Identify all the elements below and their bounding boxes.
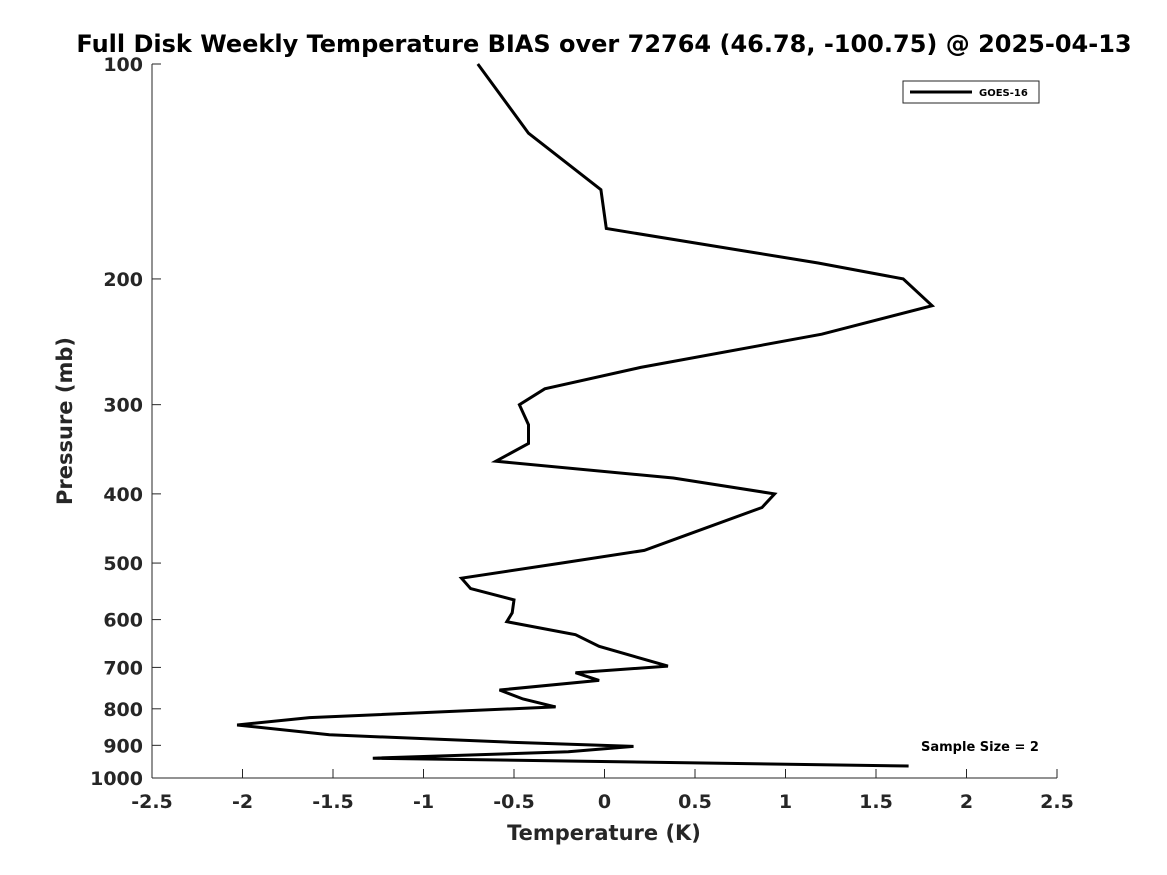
y-tick-label: 100 <box>103 54 143 76</box>
y-axis-label: Pressure (mb) <box>53 337 77 505</box>
x-tick-label: 2 <box>960 791 973 813</box>
x-tick-label: -0.5 <box>493 791 535 813</box>
y-axis-ticks: 100 200 300 400 500 600 700 800 900 1000 <box>90 54 161 790</box>
legend: GOES-16 <box>902 80 1040 104</box>
x-tick-label: -2 <box>232 791 253 813</box>
x-axis-label: Temperature (K) <box>507 821 701 845</box>
x-tick-label: 1 <box>779 791 792 813</box>
y-tick-label: 600 <box>103 610 143 632</box>
y-tick-label: 400 <box>103 484 143 506</box>
y-tick-label: 1000 <box>90 768 143 790</box>
chart-title: Full Disk Weekly Temperature BIAS over 7… <box>76 30 1131 58</box>
y-tick-label: 200 <box>103 269 143 291</box>
sample-size-annotation: Sample Size = 2 <box>921 740 1039 755</box>
y-tick-label: 700 <box>103 657 143 679</box>
series-line-goes-16 <box>236 63 936 768</box>
y-tick-label: 800 <box>103 699 143 721</box>
x-tick-label: -1.5 <box>312 791 354 813</box>
series-layer <box>236 63 936 768</box>
y-tick-label: 500 <box>103 553 143 575</box>
x-tick-label: -2.5 <box>131 791 173 813</box>
x-tick-label: 0 <box>598 791 611 813</box>
x-axis-ticks: -2.5 -2 -1.5 -1 -0.5 0 0.5 1 1.5 2 2.5 <box>131 769 1074 813</box>
x-tick-label: 0.5 <box>678 791 712 813</box>
x-tick-label: 1.5 <box>859 791 893 813</box>
legend-label-goes-16: GOES-16 <box>979 88 1028 99</box>
x-tick-label: -1 <box>413 791 434 813</box>
x-tick-label: 2.5 <box>1040 791 1074 813</box>
y-tick-label: 900 <box>103 735 143 757</box>
y-tick-label: 300 <box>103 395 143 417</box>
